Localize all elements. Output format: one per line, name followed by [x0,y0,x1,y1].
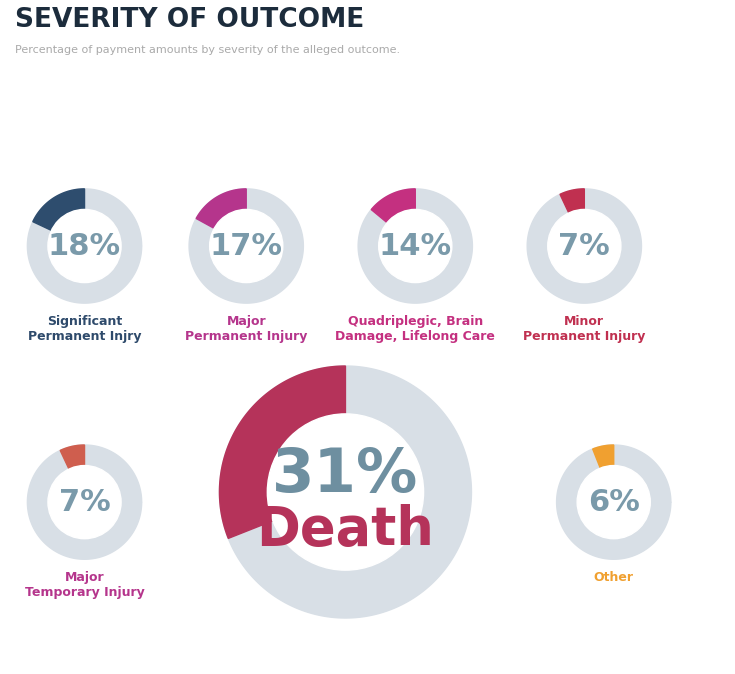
Text: Quadriplegic, Brain
Damage, Lifelong Care: Quadriplegic, Brain Damage, Lifelong Car… [335,315,495,343]
Polygon shape [60,445,85,469]
Text: 7%: 7% [59,487,110,517]
Text: 18%: 18% [48,231,121,261]
Text: Other: Other [594,572,634,584]
Text: 17%: 17% [209,231,283,261]
Circle shape [209,210,283,282]
Text: Minor
Permanent Injury: Minor Permanent Injury [523,315,645,343]
Polygon shape [592,445,614,468]
Text: Percentage of payment amounts by severity of the alleged outcome.: Percentage of payment amounts by severit… [15,44,400,55]
Text: 31%: 31% [272,446,419,505]
Polygon shape [189,189,304,303]
Text: Major
Permanent Injury: Major Permanent Injury [185,315,307,343]
Polygon shape [27,445,142,559]
Polygon shape [556,445,671,559]
Circle shape [577,466,650,539]
Text: 7%: 7% [559,231,610,261]
Text: SEVERITY OF OUTCOME: SEVERITY OF OUTCOME [15,7,364,33]
Polygon shape [27,189,142,303]
Polygon shape [527,189,642,303]
Polygon shape [371,189,415,222]
Polygon shape [560,189,584,213]
Polygon shape [33,189,85,231]
Polygon shape [220,366,471,618]
Text: 6%: 6% [588,487,639,517]
Circle shape [268,414,423,570]
Circle shape [48,210,121,282]
Polygon shape [196,189,246,228]
Text: Significant
Permanent Injry: Significant Permanent Injry [28,315,141,343]
Circle shape [48,466,121,539]
Text: Death: Death [257,504,434,556]
Text: Major
Temporary Injury: Major Temporary Injury [25,572,144,599]
Polygon shape [220,366,345,539]
Text: 14%: 14% [379,231,452,261]
Circle shape [379,210,452,282]
Circle shape [548,210,621,282]
Polygon shape [358,189,473,303]
